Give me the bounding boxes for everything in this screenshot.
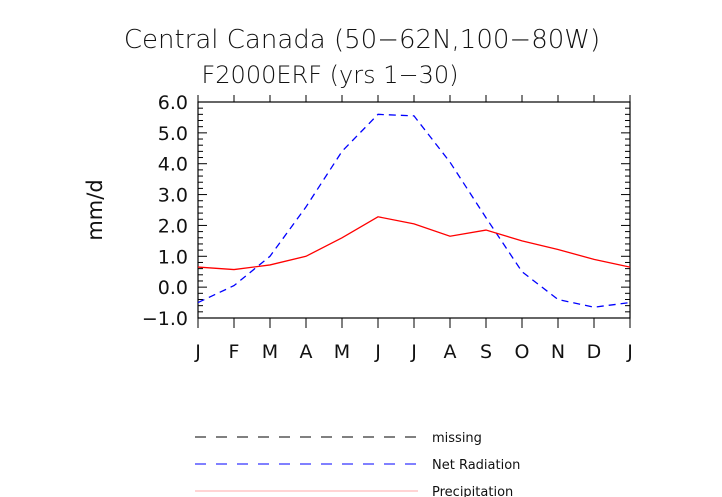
x-tick-label: F	[229, 341, 240, 363]
chart-title: Central Canada (50−62N,100−80W)	[124, 25, 600, 55]
y-tick-label: 2.0	[158, 215, 188, 237]
x-tick-label: A	[300, 341, 313, 363]
legend-label-precipitation: Precipitation	[432, 485, 513, 497]
x-tick-label: J	[626, 341, 633, 363]
x-tick-label: N	[551, 341, 565, 363]
x-tick-label: D	[587, 341, 602, 363]
y-axis-label: mm/d	[83, 179, 107, 240]
plot-area: −1.00.01.02.03.04.05.06.0J F M A M J J A S O N D J	[142, 92, 633, 363]
legend-label-missing: missing	[432, 431, 482, 446]
legend: missing Net Radiation Precipitation	[195, 431, 520, 497]
legend-label-net-radiation: Net Radiation	[432, 458, 520, 473]
x-tick-label: M	[262, 341, 278, 363]
y-tick-label: −1.0	[142, 308, 188, 330]
x-tick-label: J	[410, 341, 417, 363]
plot-frame	[197, 101, 631, 319]
y-tick-label: 1.0	[158, 246, 188, 268]
x-tick-label: S	[480, 341, 492, 363]
series-line-net-radiation	[197, 113, 631, 308]
series-line-precipitation	[197, 216, 631, 271]
y-tick-label: 0.0	[158, 277, 188, 299]
y-tick-label: 5.0	[158, 123, 188, 145]
x-tick-label: O	[515, 341, 530, 363]
chart-subtitle: F2000ERF (yrs 1−30)	[201, 61, 458, 89]
y-tick-label: 6.0	[158, 92, 188, 114]
x-tick-label: M	[334, 341, 350, 363]
x-tick-label: J	[194, 341, 201, 363]
x-tick-label: J	[374, 341, 381, 363]
y-tick-label: 3.0	[158, 185, 188, 207]
x-tick-label: A	[444, 341, 457, 363]
y-tick-label: 4.0	[158, 154, 188, 176]
